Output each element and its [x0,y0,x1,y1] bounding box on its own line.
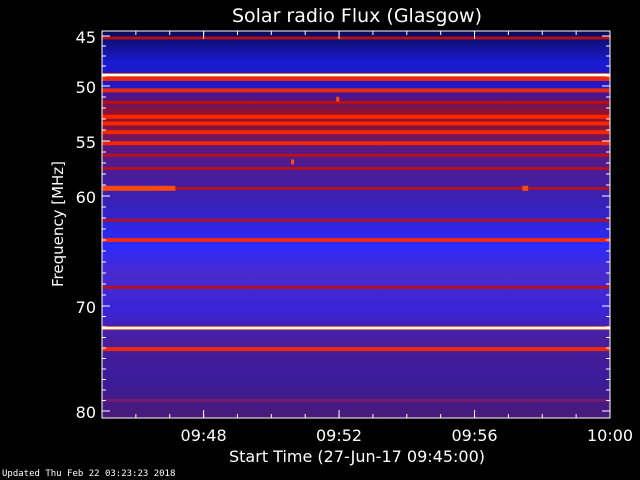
frequency-band [102,114,610,119]
y-tick-label: 45 [76,28,96,47]
frequency-band-core [102,74,610,76]
frequency-band [102,399,610,402]
y-tick-label: 55 [76,133,96,152]
frequency-band [102,186,610,190]
frequency-band [102,77,610,81]
x-tick-label: 09:48 [181,426,227,445]
x-tick-label: 09:52 [316,426,362,445]
radio-burst [291,159,295,165]
y-tick-label: 70 [76,298,96,317]
frequency-band [102,238,610,242]
y-axis-label: Frequency [MHz] [49,161,67,287]
x-tick-label: 10:00 [587,426,633,445]
radio-burst [336,96,340,102]
chart-title: Solar radio Flux (Glasgow) [232,5,482,27]
frequency-band [102,285,610,289]
plot-area [102,31,610,418]
x-axis-label: Start Time (27-Jun-17 09:45:00) [229,447,485,466]
frequency-band [102,130,610,135]
plot-frame [101,30,611,419]
frequency-band [102,141,610,146]
radio-burst [102,185,176,191]
radio-burst [522,185,529,191]
frequency-band [102,121,610,126]
frequency-band [102,153,610,157]
frequency-band [102,36,610,40]
axes: 45 50 55 60 70 80 09:48 09:52 09:56 10:00 [76,28,633,445]
y-tick-label: 60 [76,188,96,207]
frequency-band [102,101,610,104]
spectrogram-background [102,31,610,418]
x-tick-label: 09:56 [451,426,497,445]
frequency-band [102,167,610,170]
y-tick-label: 80 [76,403,96,422]
frequency-band [102,347,610,352]
frequency-band-core [102,327,610,330]
updated-timestamp: Updated Thu Feb 22 03:23:23 2018 [2,469,176,479]
y-tick-label: 50 [76,78,96,97]
frequency-band [102,88,610,93]
frequency-band [102,218,610,222]
